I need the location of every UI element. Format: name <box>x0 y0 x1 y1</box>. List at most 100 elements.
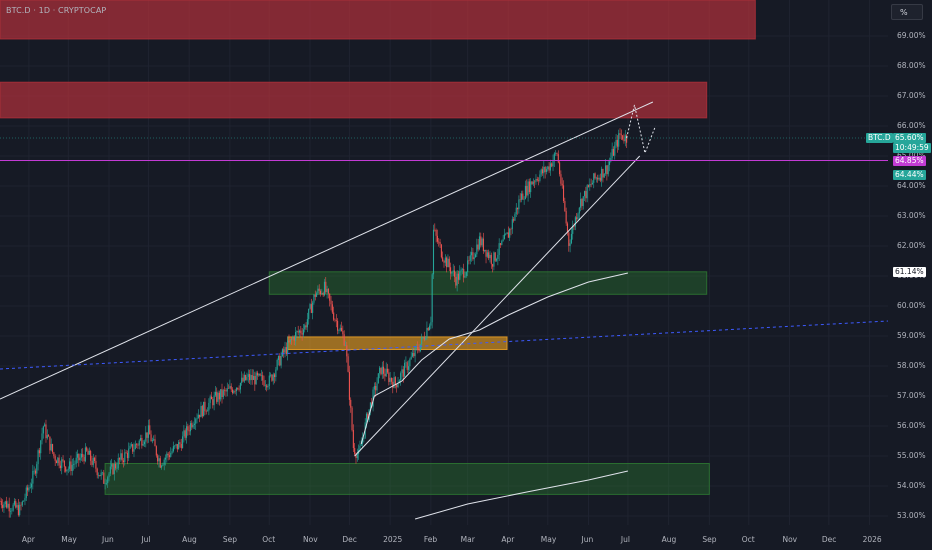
candle-down <box>58 457 60 466</box>
scale-mode-button[interactable]: % <box>891 4 923 20</box>
candle-up <box>277 355 280 360</box>
candle-up <box>570 233 572 244</box>
candle-up <box>9 510 12 512</box>
candle-up <box>397 383 399 388</box>
candle-up <box>465 272 467 276</box>
candle-up <box>414 346 416 357</box>
candle-up <box>109 466 111 474</box>
candle-down <box>216 391 218 402</box>
candle-up <box>7 503 9 508</box>
candle-up <box>309 304 311 309</box>
candle-down <box>622 135 624 140</box>
candle-up <box>4 501 6 505</box>
candle-down <box>228 388 230 389</box>
candle-up <box>376 383 378 391</box>
candle-down <box>263 380 265 386</box>
candle-down <box>375 385 377 391</box>
time-tick-label: Dec <box>821 535 837 544</box>
candle-up <box>410 356 412 360</box>
candle-up <box>84 447 86 462</box>
candle-down <box>90 450 92 461</box>
candle-up <box>409 359 411 367</box>
candle-down <box>262 375 264 381</box>
candle-down <box>319 290 322 295</box>
dashed-trendline <box>0 320 889 370</box>
candle-down <box>510 228 512 230</box>
candle-down <box>494 252 496 261</box>
candle-down <box>427 327 429 331</box>
candle-up <box>400 373 402 381</box>
candle-up <box>296 331 298 333</box>
candle-up <box>326 288 328 293</box>
candle-down <box>82 453 84 457</box>
candle-up <box>323 281 326 296</box>
time-tick-label: Nov <box>782 535 798 544</box>
candle-down <box>78 453 80 461</box>
price-tick-label: 53.00% <box>897 511 926 520</box>
candle-down <box>507 232 509 238</box>
time-tick-label: Jul <box>141 535 151 544</box>
candle-up <box>12 504 14 511</box>
candle-down <box>59 465 61 469</box>
candle-down <box>146 432 148 438</box>
candle-up <box>189 423 192 432</box>
price-tick-label: 69.00% <box>897 31 926 40</box>
candle-up <box>405 362 407 364</box>
candle-down <box>352 430 354 449</box>
candle-up <box>272 374 274 381</box>
price-tick-label: 59.00% <box>897 331 926 340</box>
candle-down <box>48 435 50 437</box>
price-tick-label: 56.00% <box>897 421 926 430</box>
candle-down <box>568 232 570 246</box>
candle-up <box>401 369 403 374</box>
candle-down <box>86 447 88 451</box>
candle-up <box>459 271 461 280</box>
candle-up <box>598 177 600 180</box>
candle-up <box>193 423 195 425</box>
time-tick-label: Oct <box>741 535 755 544</box>
candle-down <box>327 288 329 294</box>
candle-up <box>601 168 603 181</box>
candle-down <box>562 185 565 202</box>
candle-up <box>469 255 471 261</box>
candle-up <box>429 325 431 331</box>
candle-down <box>561 183 563 186</box>
candle-up <box>41 433 43 441</box>
candle-down <box>318 288 320 291</box>
candle-up <box>23 500 25 502</box>
candle-up <box>456 273 458 286</box>
candle-up <box>523 198 525 200</box>
candle-up <box>582 196 584 207</box>
candle-down <box>531 181 533 185</box>
candle-down <box>581 198 583 207</box>
candle-up <box>79 457 81 461</box>
time-tick-label: 2026 <box>862 535 882 544</box>
candle-up <box>174 445 176 447</box>
candle-down <box>453 270 456 277</box>
candle-up <box>511 219 513 230</box>
moving-average-short <box>360 272 629 445</box>
time-tick-label: Mar <box>460 535 475 544</box>
candle-up <box>506 232 508 234</box>
candle-down <box>480 236 482 246</box>
candle-up <box>610 157 612 162</box>
candle-down <box>612 148 615 156</box>
candle-up <box>130 444 132 446</box>
candle-down <box>548 166 550 171</box>
candle-down <box>455 276 457 286</box>
candle-down <box>594 173 596 179</box>
candle-down <box>238 389 240 390</box>
candle-down <box>96 468 98 476</box>
candle-down <box>63 460 65 467</box>
candle-down <box>155 446 157 456</box>
candle-up <box>430 322 432 326</box>
candle-up <box>527 181 529 196</box>
candle-up <box>344 345 347 346</box>
time-tick-label: 2025 <box>383 535 403 544</box>
candle-up <box>195 419 197 424</box>
candle-up <box>289 338 291 343</box>
candle-up <box>415 346 417 348</box>
symbol-title: BTC.D · 1D · CRYPTOCAP <box>6 6 107 15</box>
candle-up <box>243 375 245 382</box>
